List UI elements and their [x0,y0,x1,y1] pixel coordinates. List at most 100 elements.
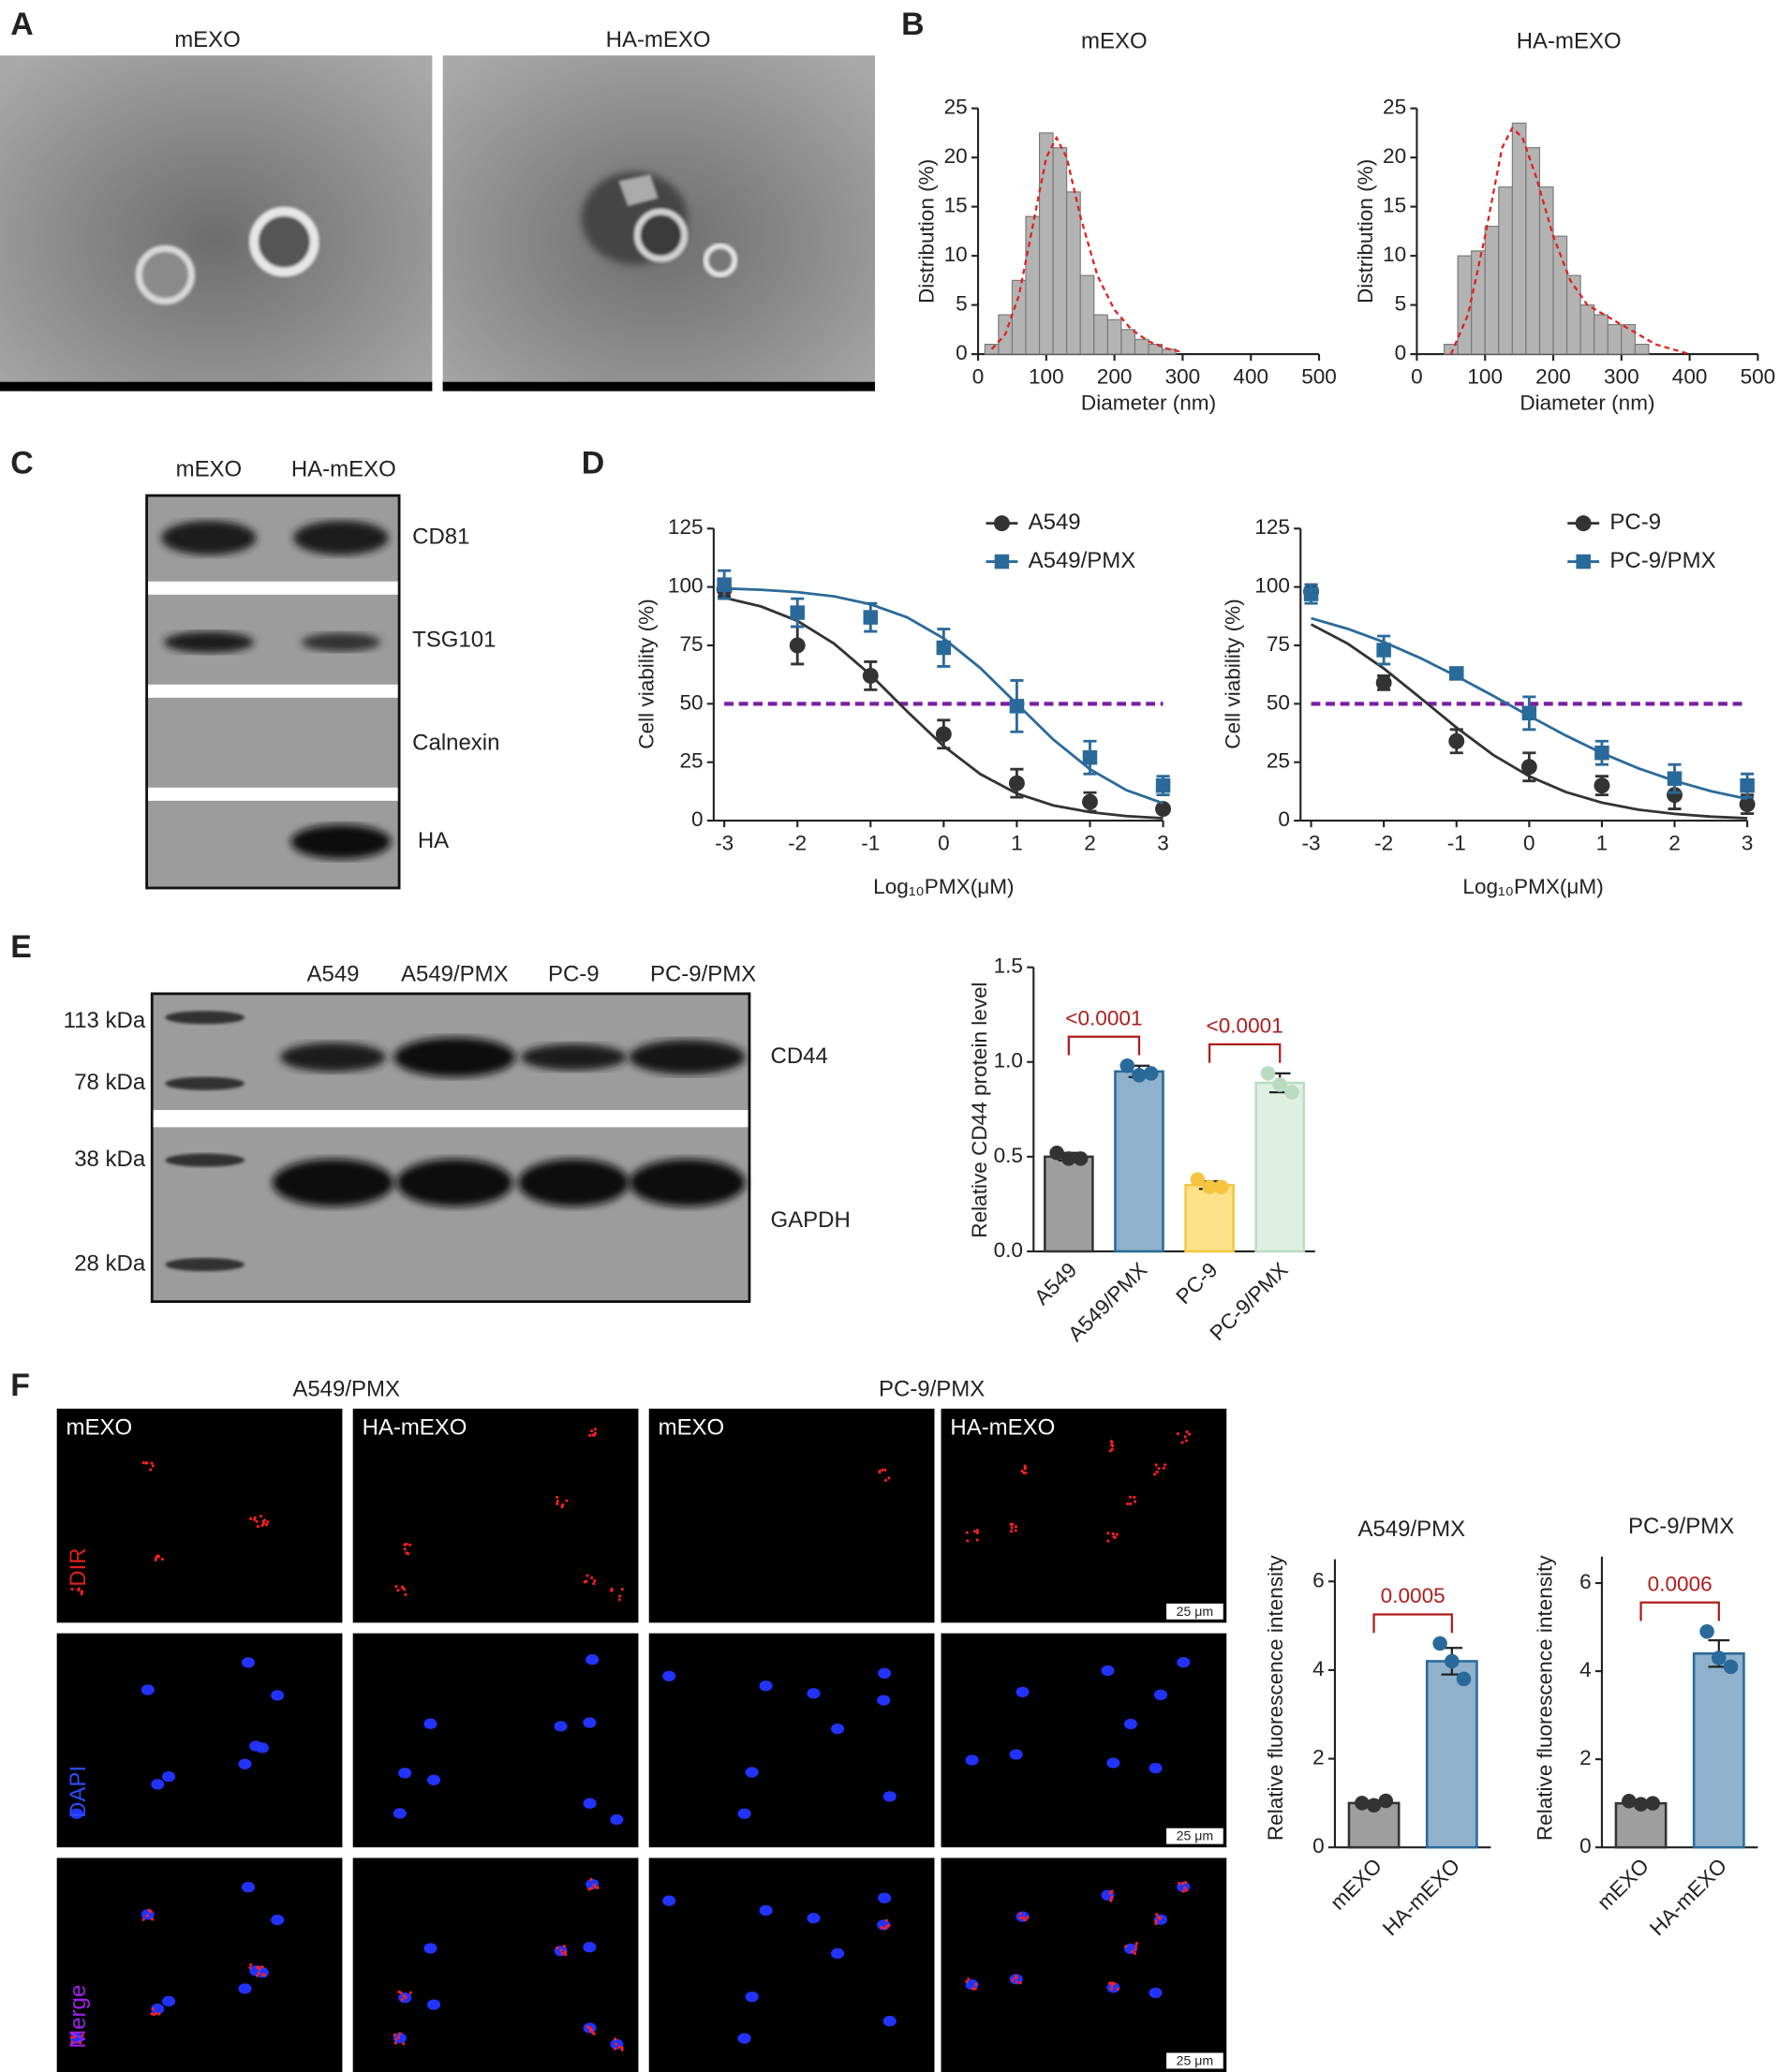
marker [1303,586,1319,601]
data-point [1699,1624,1714,1639]
dye-spot [1018,1916,1022,1919]
marker-label: 28 kDa [74,1251,146,1276]
bar [1566,274,1581,355]
y-tick-label: 0 [691,807,704,831]
dye-spot [614,2037,617,2041]
y-tick-label: 100 [668,574,704,598]
dye-spot [141,1917,145,1921]
dye-spot [880,1926,883,1930]
dye-spot [1188,1432,1192,1436]
lane-label: mEXO [176,457,243,482]
dye-spot [1010,1526,1014,1530]
dye-spot [141,1461,145,1465]
dye-spot [393,2041,397,2045]
fluorescence-image [941,1857,1227,2072]
column-label: mEXO [67,1414,133,1440]
bar [1106,318,1122,355]
fluorescence-image [648,1857,935,2072]
bar [1621,324,1636,355]
y-tick-label: 6 [1579,1570,1592,1593]
nucleus [759,1904,773,1917]
dye-spot [620,2048,624,2051]
significance-bracket [1067,1035,1141,1056]
y-tick-label: 25 [1383,96,1406,119]
y-tick-label: 1.5 [994,955,1023,978]
x-axis-label: Log₁₀PMX(μM) [873,875,1014,898]
dye-spot [884,1926,888,1930]
dye-spot [594,1886,598,1889]
dye-spot [1180,1441,1184,1444]
dye-spot [149,1910,153,1914]
marker [1448,666,1464,681]
y-tick-label: 25 [1267,749,1290,773]
dye-spot [1111,1532,1115,1535]
fluorescence-image [56,1408,343,1623]
dye-spot [1155,1470,1159,1473]
dye-spot [80,1592,83,1596]
x-tick-label: -3 [715,831,734,854]
bar [1511,122,1527,355]
dye-spot [393,2033,396,2036]
data-point [1723,1659,1739,1675]
chart-title: mEXO [1081,28,1148,53]
dye-spot [971,1987,975,1991]
dye-spot [69,2035,74,2039]
dye-spot [160,1557,164,1561]
dye-spot [145,1461,149,1465]
dye-spot [256,1525,259,1529]
x-tick-label: HA-mEXO [1645,1854,1731,1940]
dye-spot [1112,1535,1116,1539]
image-title: HA-mEXO [606,27,711,52]
y-tick-label: 20 [944,144,968,168]
y-tick-label: 125 [668,515,704,539]
y-tick-label: 10 [1383,243,1406,266]
marker [1740,777,1755,793]
y-tick-label: 0.5 [994,1144,1023,1167]
data-point [1214,1179,1229,1194]
data-point [1272,1077,1287,1092]
marker [1082,749,1098,765]
marker [935,726,952,743]
nucleus [151,1779,165,1790]
dye-spot [1130,1949,1134,1953]
dye-spot [1020,1469,1024,1473]
dye-spot [592,1883,596,1887]
dye-spot [618,1594,622,1598]
fluorescence-image [56,1857,343,2072]
y-axis-label: Distribution (%) [1354,159,1377,303]
nucleus [423,1943,437,1954]
x-tick-label: 500 [1301,364,1337,388]
dye-spot [408,1991,412,1994]
marker [863,610,879,625]
dye-spot [260,1965,264,1969]
x-tick-label: -1 [861,831,880,854]
y-tick-label: 0 [1278,807,1290,831]
y-tick-label: 4 [1579,1658,1592,1681]
dye-spot [70,2040,74,2044]
nucleus [583,1942,597,1953]
marker [1521,705,1537,721]
x-axis-label: Log₁₀PMX(μM) [1462,875,1603,898]
dye-spot [588,1433,592,1437]
scale-bar-box [1164,1602,1225,1621]
fluorescence-image [648,1408,935,1623]
nucleus [241,1657,256,1668]
dye-spot [563,1950,567,1954]
y-tick-label: 50 [679,690,703,714]
marker [1520,759,1537,776]
y-tick-label: 0 [956,341,968,364]
chart-title: PC-9/PMX [1628,1514,1734,1539]
y-axis-label: Relative fluorescence intensity [1264,1555,1287,1841]
nucleus [737,1808,751,1819]
dye-spot [407,1552,410,1556]
dye-spot [587,1887,591,1891]
marker-label: 113 kDa [64,1008,146,1033]
dye-spot [589,1429,594,1433]
legend-label: A549 [1029,510,1081,535]
significance-label: 0.0005 [1381,1584,1445,1607]
significance-label: <0.0001 [1065,1006,1142,1029]
dye-spot [1180,1882,1185,1886]
y-tick-label: 125 [1254,515,1290,539]
significance-label: 0.0006 [1648,1572,1712,1595]
